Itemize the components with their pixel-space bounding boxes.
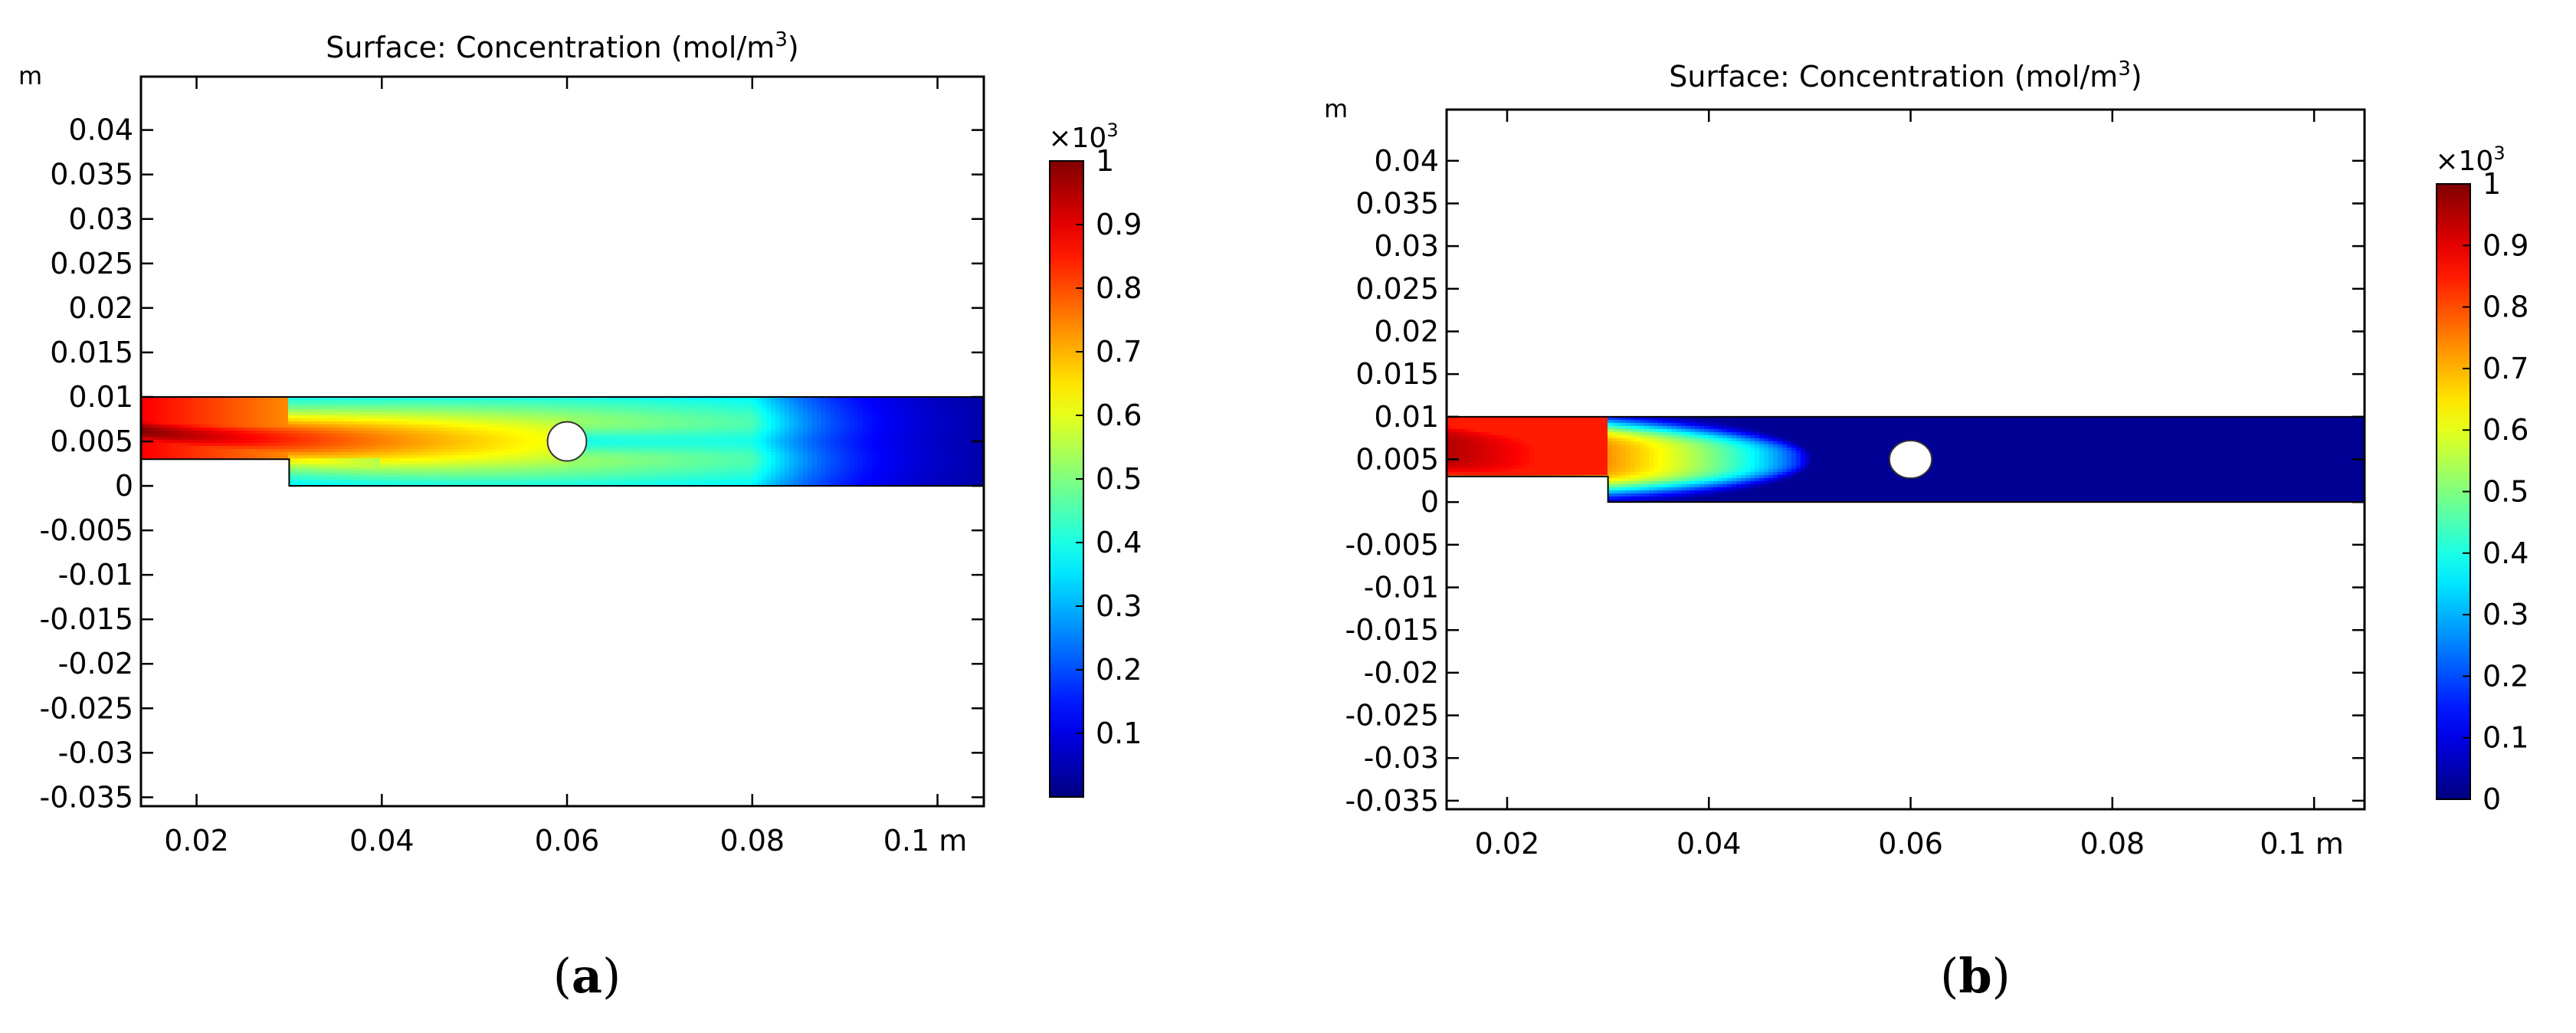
x-tick-label: 0.02 (1475, 827, 1540, 861)
panel-label: (b) (1940, 948, 2011, 1004)
colorbar-tick-label: 0.5 (2483, 475, 2528, 509)
x-tick-label: 0.04 (349, 824, 415, 858)
x-tick-label: 0.04 (1676, 827, 1742, 861)
y-tick-label: -0.005 (40, 513, 134, 547)
plot-title: Surface: Concentration (mol/m3) (326, 28, 798, 64)
y-tick-label: 0.02 (1374, 314, 1439, 348)
y-tick-label: -0.035 (1345, 784, 1440, 818)
y-tick-label: -0.025 (40, 691, 134, 725)
y-tick-label: 0 (115, 469, 133, 503)
colorbar-tick-label: 0.6 (2483, 413, 2528, 447)
y-tick-label: -0.03 (1364, 741, 1439, 775)
panel-b: Surface: Concentration (mol/m3) m 0.04 0.03… (1324, 57, 2528, 1004)
colorbar-tick-label: 0.3 (2483, 598, 2528, 631)
y-tick-label: 0.01 (1374, 400, 1439, 434)
y-tick-label: 0.035 (50, 158, 133, 192)
x-tick-label: 0.1 m (883, 824, 968, 858)
colorbar-tick-label: 0.4 (1096, 526, 1142, 559)
colorbar-tick-label: 0.3 (1096, 589, 1142, 623)
x-tick-label: 0.06 (535, 824, 600, 858)
colorbar-tick-label: 0.8 (1096, 271, 1142, 305)
y-tick-label: 0.03 (68, 202, 133, 236)
colorbar-tick-label: 0.9 (1096, 208, 1142, 241)
x-tick-label: 0.1 m (2260, 827, 2344, 861)
x-tick-label: 0.02 (164, 824, 229, 858)
panel-label: (a) (553, 948, 621, 1004)
channel-outline (141, 395, 985, 487)
y-tick-label: 0.025 (1355, 272, 1439, 306)
y-tick-label: -0.01 (1364, 571, 1439, 605)
colorbar-tick-label: 0.8 (2483, 290, 2528, 324)
y-tick-label: 0.005 (1355, 443, 1439, 477)
colorbar-tick-label: 0.7 (1096, 335, 1142, 369)
y-tick-label: 0.025 (50, 247, 133, 280)
y-tick-label: 0 (1421, 485, 1439, 519)
y-tick-label: 0.04 (68, 113, 133, 147)
colorbar-tick-label: 0.2 (1096, 653, 1142, 687)
colorbar-tick-label: 0.5 (1096, 462, 1142, 496)
y-tick-label: -0.015 (40, 602, 134, 636)
colorbar-tick-label: 0.4 (2483, 536, 2528, 570)
colorbar-multiplier: ×103 (2435, 143, 2505, 177)
channel-outline (1447, 415, 2365, 503)
y-tick-label: -0.025 (1345, 699, 1440, 733)
x-tick-label: 0.08 (719, 824, 785, 858)
y-axis-unit: m (18, 61, 42, 90)
y-axis-unit: m (1324, 94, 1348, 123)
y-tick-label: -0.02 (1364, 656, 1439, 690)
colorbar-tick-label: 1 (1096, 144, 1114, 178)
plot-title: Surface: Concentration (mol/m3) (1669, 57, 2142, 93)
x-tick-label: 0.08 (2080, 827, 2145, 861)
y-tick-label: -0.015 (1345, 613, 1440, 647)
y-tick-label: 0.02 (68, 291, 133, 325)
y-tick-label: 0.01 (68, 380, 133, 414)
colorbar-tick-label: 0.1 (1096, 717, 1142, 750)
y-tick-label: -0.03 (58, 736, 133, 769)
y-tick-label: 0.04 (1374, 144, 1439, 178)
y-tick-label: -0.02 (58, 647, 133, 680)
x-tick-label: 0.06 (1878, 827, 1943, 861)
y-tick-label: 0.005 (50, 425, 133, 458)
cylinder-obstacle (1888, 440, 1933, 479)
colorbar-tick-label: 0.9 (2483, 228, 2528, 262)
cylinder-obstacle (546, 421, 588, 462)
y-tick-label: 0.035 (1355, 186, 1439, 220)
y-tick-label: 0.03 (1374, 229, 1439, 263)
y-tick-label: 0.015 (1355, 357, 1439, 391)
concentration-field (1447, 416, 2365, 503)
y-tick-label: -0.01 (58, 558, 133, 592)
colorbar-tick-label: 0.6 (1096, 398, 1142, 432)
colorbar-tick-label: 0.7 (2483, 352, 2528, 385)
colorbar-tick-label: 1 (2483, 167, 2501, 201)
colorbar-tick-label: 0.2 (2483, 659, 2528, 693)
colorbar-tick-label: 0 (2483, 782, 2501, 816)
colorbar-multiplier: ×103 (1048, 120, 1118, 154)
y-tick-label: -0.035 (40, 780, 134, 814)
panel-a: Surface: Concentration (mol/m3) m 0.04 0.03… (18, 28, 1142, 1004)
y-tick-label: 0.015 (50, 336, 133, 369)
y-tick-label: -0.005 (1345, 528, 1440, 562)
colorbar-tick-label: 0.1 (2483, 721, 2528, 755)
